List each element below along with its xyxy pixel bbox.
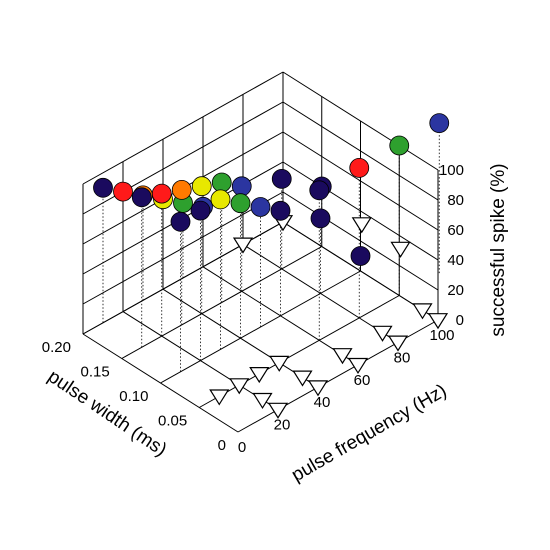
floor-grid-line (82, 333, 239, 433)
no-spike-triangle-marker (292, 370, 313, 387)
spike-circle-marker (389, 135, 410, 156)
y-tick-label: 60 (354, 372, 371, 389)
no-spike-triangle-marker (249, 367, 270, 384)
data-markers (93, 113, 450, 419)
x-tick-label: 0 (218, 437, 226, 454)
spike-circle-marker (230, 193, 251, 214)
no-spike-triangle-marker (372, 325, 393, 342)
no-spike-triangle-marker (390, 241, 411, 258)
no-spike-triangle-marker (412, 303, 433, 320)
spike-circle-marker (191, 176, 212, 197)
no-spike-triangle-marker (307, 380, 329, 397)
y-axis-label: pulse frequency (Hz) (288, 380, 450, 486)
no-spike-triangle-marker (332, 348, 353, 365)
wall-grid-line (82, 191, 284, 305)
spike-circle-marker (310, 208, 331, 229)
z-tick-label: 20 (447, 282, 464, 299)
spike-circle-marker (211, 172, 232, 193)
spike-circle-marker (113, 181, 133, 202)
no-spike-triangle-marker (269, 355, 290, 372)
z-tick-label: 40 (447, 252, 464, 269)
no-spike-triangle-marker (427, 313, 449, 330)
spike-circle-marker (210, 189, 231, 210)
drop-lines (102, 123, 440, 372)
y-tick-label: 40 (314, 394, 331, 411)
no-spike-triangle-marker (351, 217, 372, 234)
spike-circle-marker (131, 187, 152, 208)
spike-circle-marker (429, 113, 450, 133)
spike-circle-marker (250, 197, 271, 217)
y-tick-label: 0 (238, 439, 246, 456)
no-spike-triangle-marker (229, 378, 250, 395)
spike-circle-marker (170, 211, 191, 232)
y-tick-label: 100 (429, 327, 454, 344)
x-tick-label: 0.15 (81, 364, 110, 381)
spike-circle-marker (151, 183, 172, 204)
no-spike-triangle-marker (267, 402, 289, 419)
z-tick-label: 0 (456, 312, 464, 329)
spike-circle-marker (271, 168, 292, 189)
spike-circle-marker (93, 177, 113, 198)
no-spike-triangle-marker (387, 335, 409, 352)
y-tick-label: 20 (274, 417, 291, 434)
no-spike-triangle-marker (347, 357, 369, 375)
x-tick-label: 0.20 (42, 339, 71, 356)
no-spike-triangle-marker (252, 392, 273, 410)
z-axis-label: successful spike (%) (488, 163, 509, 336)
tick-labels: 00.050.100.150.2002040608010002040608010… (42, 162, 464, 456)
floor-grid-line (199, 295, 400, 408)
y-tick-label: 80 (394, 349, 411, 366)
no-spike-triangle-marker (209, 389, 230, 406)
spike-circle-marker (231, 176, 252, 197)
spike-circle-marker (349, 157, 370, 178)
z-tick-label: 100 (439, 162, 464, 179)
x-tick-label: 0.10 (119, 388, 148, 405)
no-spike-triangle-marker (232, 237, 254, 254)
z-tick-label: 80 (447, 192, 464, 209)
spike-circle-marker (350, 246, 371, 266)
z-tick-label: 60 (447, 222, 464, 239)
spike-circle-marker (270, 200, 291, 221)
spike-circle-marker (190, 200, 211, 221)
x-tick-label: 0.05 (158, 413, 187, 430)
wall-grid-line (82, 71, 284, 185)
spike-circle-marker (309, 180, 330, 201)
spike-circle-marker (171, 179, 192, 200)
